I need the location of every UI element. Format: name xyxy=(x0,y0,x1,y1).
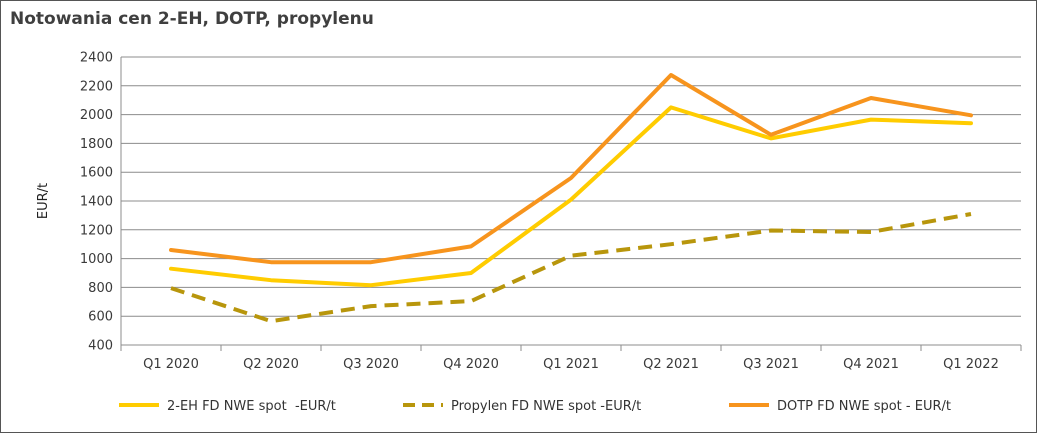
y-tick-label: 800 xyxy=(88,281,113,296)
legend-label-2: Propylen FD NWE spot -EUR/t xyxy=(451,399,641,414)
x-tick-label: Q2 2020 xyxy=(243,357,299,372)
series-line-1 xyxy=(169,105,973,288)
x-tick-label: Q4 2020 xyxy=(443,357,499,372)
x-tick-label: Q4 2021 xyxy=(843,357,899,372)
y-tick-label: 2200 xyxy=(80,79,113,94)
x-tick-label: Q1 2022 xyxy=(943,357,999,372)
y-tick-label: 1600 xyxy=(80,166,113,181)
legend-label-1: 2-EH FD NWE spot -EUR/t xyxy=(167,399,336,414)
legend-label-3: DOTP FD NWE spot - EUR/t xyxy=(777,399,951,414)
y-tick-label: 400 xyxy=(88,339,113,354)
y-axis-label: EUR/t xyxy=(36,183,51,219)
x-tick-label: Q1 2021 xyxy=(543,357,599,372)
chart-title: Notowania cen 2-EH, DOTP, propylenu xyxy=(10,9,374,29)
y-tick-label: 2400 xyxy=(80,51,113,66)
x-tick-label: Q2 2021 xyxy=(643,357,699,372)
y-tick-label: 1400 xyxy=(80,195,113,210)
y-tick-label: 2000 xyxy=(80,108,113,123)
x-tick-label: Q3 2021 xyxy=(743,357,799,372)
x-tick-label: Q1 2020 xyxy=(143,357,199,372)
y-tick-label: 1200 xyxy=(80,223,113,238)
series-line-2 xyxy=(170,212,972,324)
y-tick-label: 1000 xyxy=(80,252,113,267)
x-tick-label: Q3 2020 xyxy=(343,357,399,372)
y-tick-label: 600 xyxy=(88,310,113,325)
series-line-3 xyxy=(169,73,973,265)
y-tick-label: 1800 xyxy=(80,137,113,152)
